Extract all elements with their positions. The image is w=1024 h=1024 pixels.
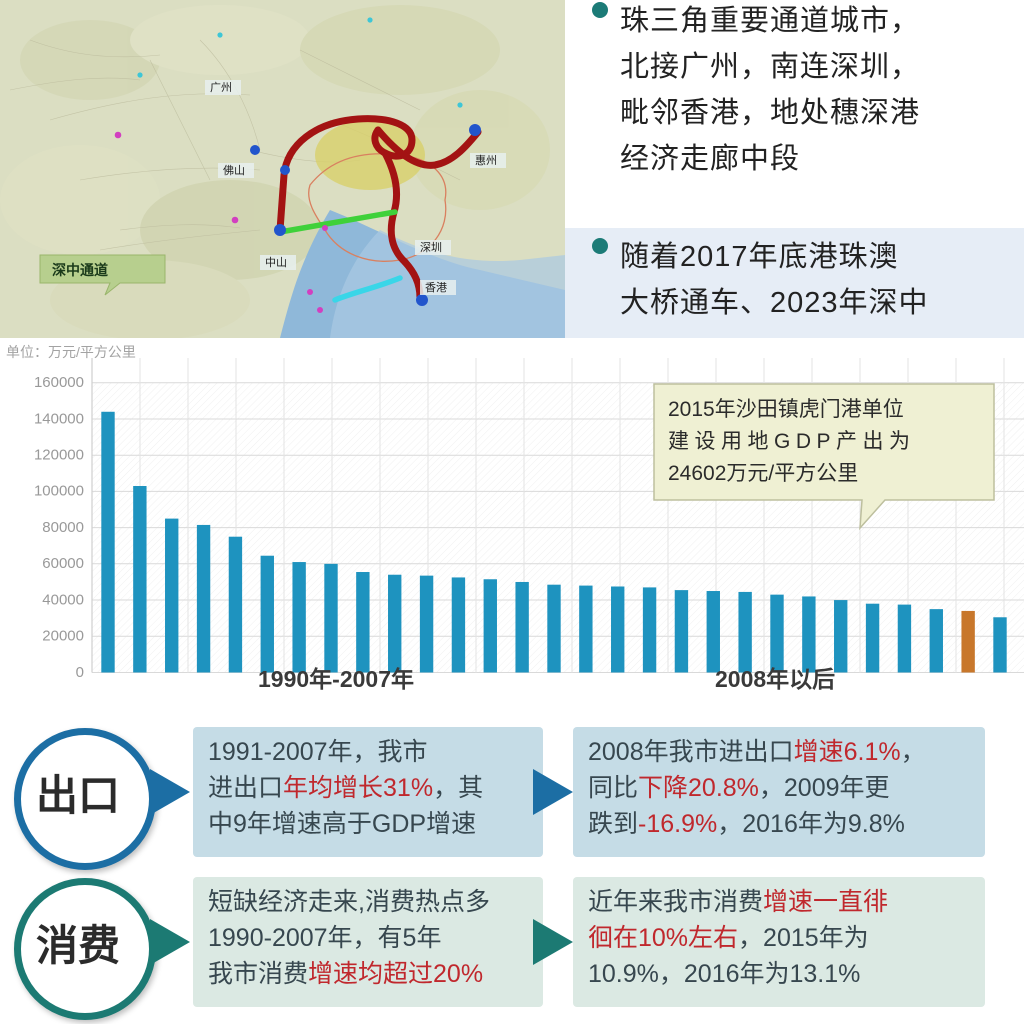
svg-text:香港: 香港 [425,281,447,294]
svg-text:40000: 40000 [42,592,84,609]
svg-text:佛山: 佛山 [223,164,245,177]
svg-text:中山: 中山 [265,256,287,269]
svg-text:深圳: 深圳 [420,241,442,254]
svg-text:20000: 20000 [42,628,84,645]
svg-text:80000: 80000 [42,519,84,536]
svg-text:100000: 100000 [34,483,84,500]
svg-text:0: 0 [76,664,84,681]
svg-text:160000: 160000 [34,374,84,391]
svg-text:60000: 60000 [42,555,84,572]
svg-text:120000: 120000 [34,447,84,464]
svg-text:广州: 广州 [210,81,232,94]
svg-text:深中通道: 深中通道 [52,262,108,278]
svg-text:140000: 140000 [34,411,84,428]
svg-text:惠州: 惠州 [475,153,497,167]
